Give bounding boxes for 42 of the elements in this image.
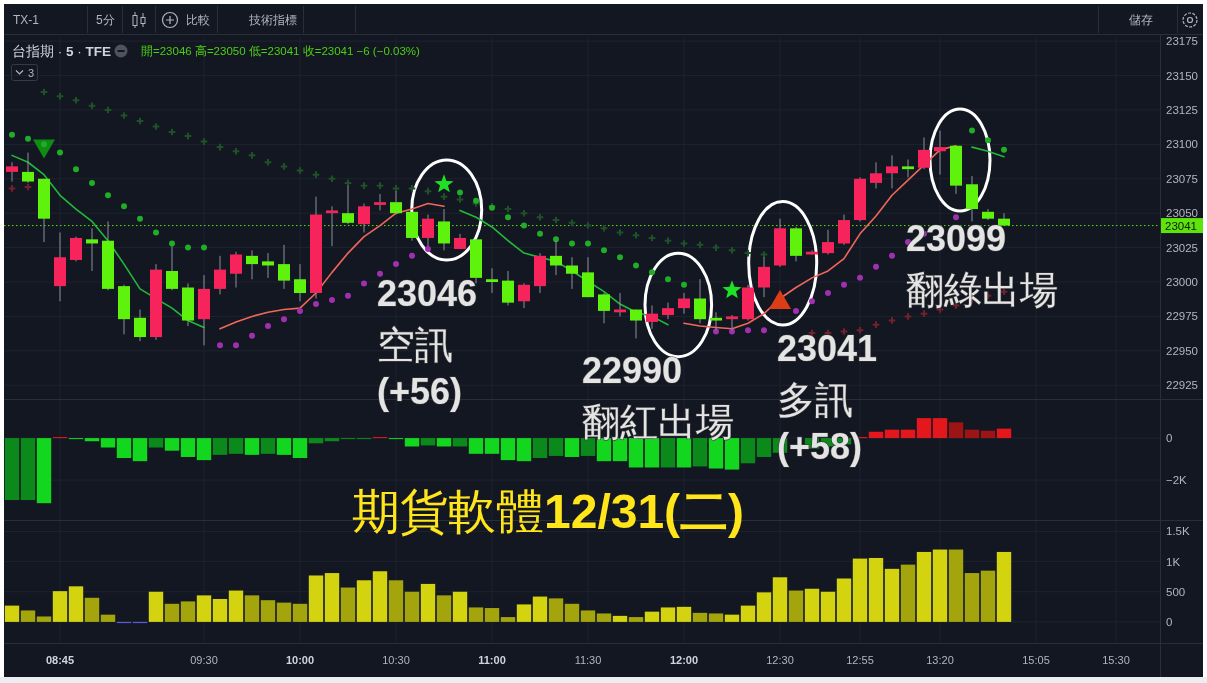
- y-tick-label: 22950: [1166, 344, 1198, 357]
- annotation: 3: [28, 66, 35, 79]
- y-tick-label: 0: [1166, 432, 1173, 445]
- text: 比較: [186, 13, 210, 27]
- text: 開=23046 高=23050 低=23041 收=23041 −6 (−0.03%): [141, 44, 421, 57]
- x-tick-label: 09:30: [190, 654, 218, 666]
- y-tick-label: 23000: [1166, 276, 1198, 288]
- x-tick-label: 13:20: [926, 654, 954, 666]
- y-tick-label: 500: [1166, 585, 1186, 598]
- x-tick-label: 11:30: [574, 654, 602, 666]
- annotation: 23046 空訊 (+56): [377, 272, 488, 412]
- text: 台指期 · 5 · TFE: [12, 43, 112, 59]
- y-tick-label: 23050: [1166, 207, 1198, 220]
- x-tick-label: 12:30: [766, 654, 794, 666]
- y-tick-label: 1.5K: [1166, 525, 1190, 538]
- annotation: 22990 翻紅出場: [582, 349, 734, 443]
- x-tick-label: 12:00: [669, 654, 699, 666]
- text: 技術指標: [248, 13, 297, 27]
- annotation: 23099 翻綠出場: [906, 217, 1058, 311]
- y-tick-label: 23075: [1166, 172, 1198, 185]
- y-tick-label: 23150: [1166, 69, 1198, 82]
- x-tick-label: 10:00: [285, 654, 315, 666]
- text: TX-1: [13, 13, 40, 27]
- annotation: 期貨軟體12/31(二): [352, 484, 745, 538]
- x-tick-label: 08:45: [45, 654, 75, 666]
- x-tick-label: 15:30: [1102, 654, 1130, 666]
- y-tick-label: 23100: [1166, 138, 1198, 151]
- ref-line-label: 23041: [1165, 219, 1197, 232]
- y-tick-label: 22925: [1166, 379, 1198, 392]
- text: 5分: [96, 13, 115, 27]
- y-tick-label: 23025: [1166, 241, 1198, 254]
- y-tick-label: 23175: [1166, 35, 1198, 48]
- y-tick-label: 1K: [1166, 555, 1181, 568]
- y-tick-label: 23125: [1166, 103, 1198, 116]
- x-tick-label: 12:55: [846, 654, 874, 666]
- y-tick-label: −2K: [1166, 474, 1188, 487]
- x-tick-label: 11:00: [478, 654, 506, 666]
- y-tick-label: 0: [1166, 615, 1173, 628]
- text: 儲存: [1129, 13, 1153, 27]
- y-tick-label: 22975: [1166, 310, 1198, 323]
- x-tick-label: 10:30: [382, 654, 410, 666]
- x-tick-label: 15:05: [1022, 654, 1050, 666]
